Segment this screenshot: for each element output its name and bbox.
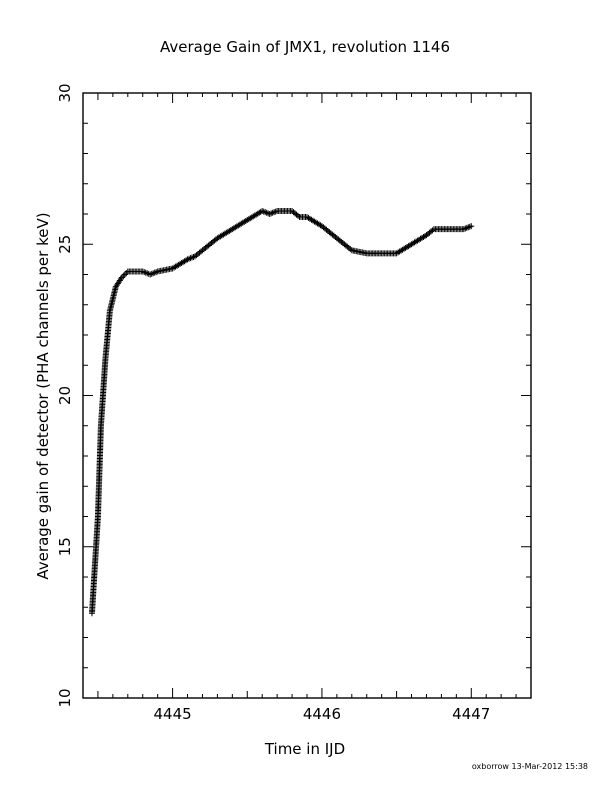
y-tick-label: 20 [56, 386, 74, 405]
data-point-interp [148, 270, 155, 277]
data-point [460, 226, 467, 233]
data-point-interp [186, 255, 193, 262]
data-point-interp [144, 270, 151, 277]
data-point-interp [295, 212, 302, 219]
data-point [468, 223, 475, 230]
data-point-interp [260, 208, 267, 215]
data-point [139, 268, 146, 275]
data-point-interp [151, 269, 158, 276]
data-point-interp [272, 208, 279, 215]
data-point-interp [263, 209, 270, 216]
y-axis-label: Average gain of detector (PHA channels p… [34, 212, 52, 579]
y-tick-label: 15 [56, 537, 74, 556]
data-point [266, 211, 273, 217]
y-tick-label: 25 [56, 235, 74, 254]
x-tick-label: 4446 [303, 705, 341, 723]
data-point-interp [262, 209, 269, 216]
data-point-interp [268, 210, 275, 217]
y-tick-label: 30 [56, 83, 74, 102]
x-axis-label: Time in IJD [264, 740, 345, 758]
data-point [259, 207, 266, 214]
data-point-interp [271, 209, 278, 216]
data-point-interp [141, 269, 148, 276]
data-point-interp [123, 269, 130, 276]
data-point-interp [466, 223, 473, 230]
x-tick-label: 4447 [452, 705, 490, 723]
data-point-interp [187, 255, 194, 262]
data-point-interp [121, 271, 128, 278]
data-point-interp [142, 269, 149, 276]
data-point [147, 271, 154, 278]
axis-ticks [83, 93, 531, 698]
data-point-interp [429, 227, 436, 234]
data-point-interp [462, 225, 469, 232]
y-tick-label: 10 [56, 688, 74, 707]
data-point-interp [463, 224, 470, 231]
data-point-interp [150, 270, 157, 277]
data-point-interp [465, 224, 472, 231]
plot-frame [82, 92, 532, 699]
data-points [88, 207, 475, 617]
data-point-interp [189, 254, 196, 261]
data-point [184, 256, 191, 263]
data-point-interp [153, 269, 160, 276]
tick-labels: 4445 4446 4447 10 15 20 25 30 [56, 83, 490, 723]
x-tick-label: 4445 [154, 705, 192, 723]
footer-stamp: oxborrow 13-Mar-2012 15:38 [472, 762, 588, 771]
chart-title: Average Gain of JMX1, revolution 1146 [160, 38, 450, 56]
data-point-interp [269, 209, 276, 216]
